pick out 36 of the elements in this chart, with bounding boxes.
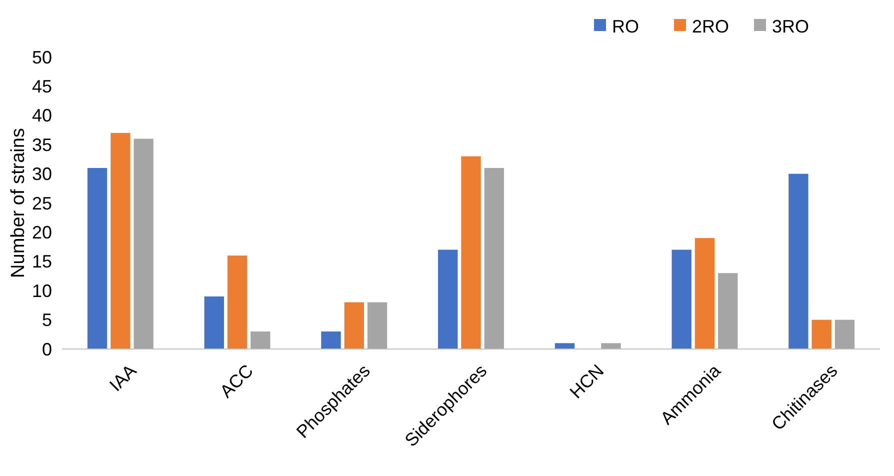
legend-label: 2RO (692, 16, 730, 36)
y-tick-label: 5 (42, 310, 52, 330)
y-tick-label: 10 (32, 280, 52, 301)
bar (788, 174, 808, 349)
y-tick-label: 0 (42, 339, 52, 360)
y-tick-label: 15 (32, 252, 52, 272)
bar (812, 320, 832, 349)
bar (250, 331, 270, 349)
bar (834, 320, 855, 349)
bar (367, 302, 388, 349)
bar (204, 296, 224, 349)
bar (87, 168, 108, 349)
bar (344, 302, 364, 349)
bar (718, 273, 738, 349)
bar (110, 132, 130, 349)
x-tick-label: IAA (106, 360, 140, 396)
bar (601, 343, 621, 349)
bar (461, 156, 481, 349)
y-tick-label: 45 (32, 76, 52, 96)
bar (694, 238, 715, 349)
bar (134, 138, 154, 349)
bar (554, 343, 575, 349)
bar (484, 168, 504, 349)
y-axis-title: Number of strains (8, 128, 29, 278)
bar (227, 256, 248, 349)
y-tick-label: 35 (32, 134, 52, 155)
bar (672, 250, 692, 349)
y-tick-label: 30 (32, 164, 52, 184)
y-tick-label: 20 (32, 222, 52, 242)
y-tick-label: 25 (32, 193, 52, 214)
bar (321, 331, 341, 349)
legend-label: 3RO (772, 16, 810, 36)
bar (438, 250, 458, 349)
legend-label: RO (612, 16, 639, 36)
y-tick-label: 40 (32, 106, 52, 126)
y-tick-label: 50 (32, 47, 52, 68)
